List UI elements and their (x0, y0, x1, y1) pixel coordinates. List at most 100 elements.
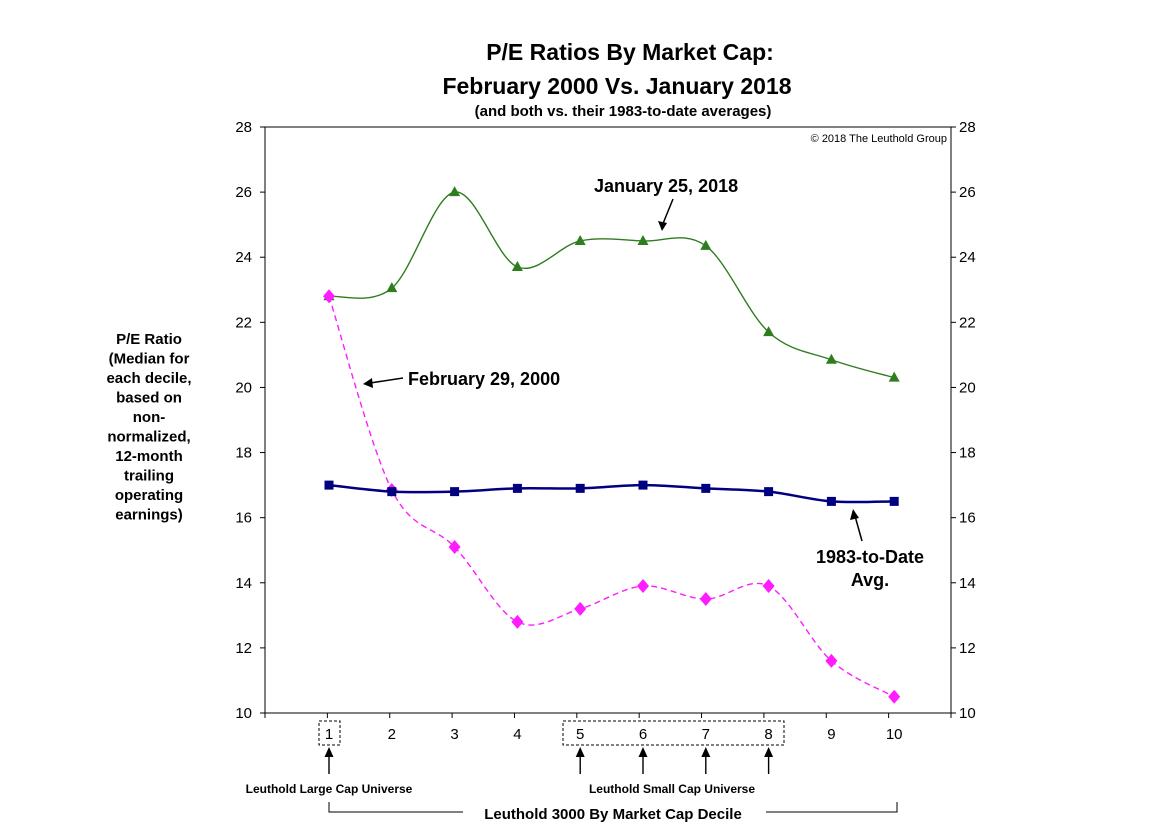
data-point-diamond (323, 289, 335, 304)
data-point-triangle (386, 282, 398, 293)
data-point-square (826, 496, 836, 506)
y-tick-label-left: 12 (235, 640, 252, 657)
series-line (328, 296, 895, 698)
data-point-square (889, 496, 899, 506)
y-tick-label-right: 20 (959, 379, 976, 396)
x-tick-label: 4 (513, 726, 521, 743)
y-tick-label-left: 22 (235, 314, 252, 331)
y-tick-label-right: 18 (959, 445, 976, 462)
y-axis-label-line: operating (115, 487, 183, 504)
chart-subsubtitle: (and both vs. their 1983-to-date average… (475, 103, 772, 120)
plot-area (264, 126, 952, 714)
small-cap-box (562, 720, 785, 746)
y-tick-label-right: 22 (959, 314, 976, 331)
arrowhead-icon (658, 221, 667, 231)
x-axis-bracket (328, 802, 463, 813)
data-point-square (387, 487, 397, 497)
data-point-triangle (449, 186, 461, 197)
series-line (328, 191, 895, 379)
y-tick-label-left: 18 (235, 445, 252, 462)
x-tick-label: 2 (388, 726, 396, 743)
x-axis-bracket-right (766, 802, 898, 813)
universe-arrows (324, 747, 774, 774)
y-axis-label-line: trailing (124, 468, 174, 485)
y-tick-label-right: 14 (959, 575, 976, 592)
y-axis-label-line: 12-month (115, 448, 183, 465)
data-point-triangle (825, 353, 837, 364)
y-axis-label-line: earnings) (115, 507, 183, 524)
annotation-jan-2018: January 25, 2018 (594, 176, 738, 196)
annotation-feb-2000-arrow (369, 377, 404, 384)
y-tick-label-right: 28 (959, 119, 976, 136)
data-point-triangle (637, 234, 649, 245)
y-axis-label-line: each decile, (106, 370, 191, 387)
y-tick-label-left: 24 (235, 249, 252, 266)
y-axis-label-line: non- (133, 409, 165, 426)
large-cap-box (318, 720, 341, 746)
y-axis-label-line: based on (116, 390, 182, 407)
data-point-square (638, 480, 648, 490)
data-point-diamond (762, 579, 775, 594)
data-point-square (450, 487, 460, 497)
data-point-square (324, 480, 334, 490)
x-tick-label: 8 (764, 726, 772, 743)
arrowhead-icon (850, 509, 859, 520)
data-point-triangle (763, 326, 775, 337)
arrowhead-icon (701, 747, 711, 757)
y-tick-label-right: 24 (959, 249, 976, 266)
annotation-avg-line1: 1983-to-Date (816, 547, 924, 567)
y-axis-label-line: (Median for (109, 351, 190, 368)
y-tick-label-left: 10 (235, 705, 252, 722)
y-tick-label-right: 12 (959, 640, 976, 657)
arrowhead-icon (324, 747, 334, 757)
x-tick-label: 3 (450, 726, 458, 743)
annotation-avg-arrow (854, 515, 863, 542)
y-tick-label-right: 26 (959, 184, 976, 201)
data-point-square (701, 483, 711, 493)
data-point-square (575, 483, 585, 493)
chart-subtitle: February 2000 Vs. January 2018 (442, 73, 791, 99)
arrowhead-icon (638, 747, 648, 757)
data-point-square (512, 483, 522, 493)
x-tick-label: 9 (827, 726, 835, 743)
annotation-avg-line2: Avg. (851, 570, 889, 590)
data-point-triangle (888, 371, 900, 382)
chart-title: P/E Ratios By Market Cap: (486, 39, 774, 65)
series-line (328, 483, 895, 504)
y-tick-label-right: 10 (959, 705, 976, 722)
data-point-diamond (448, 539, 461, 554)
data-point-triangle (574, 234, 586, 245)
data-point-diamond (574, 601, 587, 616)
annotation-jan-2018-arrow (661, 198, 674, 227)
y-tick-label-left: 16 (235, 510, 252, 527)
annotation-feb-2000: February 29, 2000 (408, 369, 560, 389)
small-cap-label: Leuthold Small Cap Universe (589, 782, 755, 796)
y-tick-label-right: 16 (959, 510, 976, 527)
arrowhead-icon (363, 378, 373, 388)
x-tick-label: 1 (325, 726, 333, 743)
y-tick-label-left: 26 (235, 184, 252, 201)
x-tick-label: 5 (576, 726, 584, 743)
data-point-diamond (825, 653, 838, 668)
data-point-triangle (511, 260, 523, 271)
arrowhead-icon (764, 747, 774, 757)
data-point-diamond (888, 689, 901, 704)
copyright-note: © 2018 The Leuthold Group (811, 133, 947, 145)
data-point-triangle (700, 239, 712, 250)
x-tick-label: 7 (702, 726, 710, 743)
y-tick-label-left: 20 (235, 379, 252, 396)
y-axis-label: P/E Ratio (Median for each decile, based on… (106, 331, 191, 524)
x-tick-label: 10 (886, 726, 903, 743)
large-cap-label: Leuthold Large Cap Universe (246, 782, 413, 796)
data-point-diamond (637, 579, 649, 594)
data-point-square (764, 487, 774, 497)
y-axis-label-line: P/E Ratio (116, 331, 182, 348)
y-tick-label-left: 14 (235, 575, 252, 592)
x-tick-label: 6 (639, 726, 647, 743)
x-axis-label: Leuthold 3000 By Market Cap Decile (484, 806, 742, 823)
arrowhead-icon (575, 747, 585, 757)
y-tick-label-left: 28 (235, 119, 252, 136)
data-point-diamond (511, 614, 524, 629)
y-axis-label-line: normalized, (107, 429, 190, 446)
